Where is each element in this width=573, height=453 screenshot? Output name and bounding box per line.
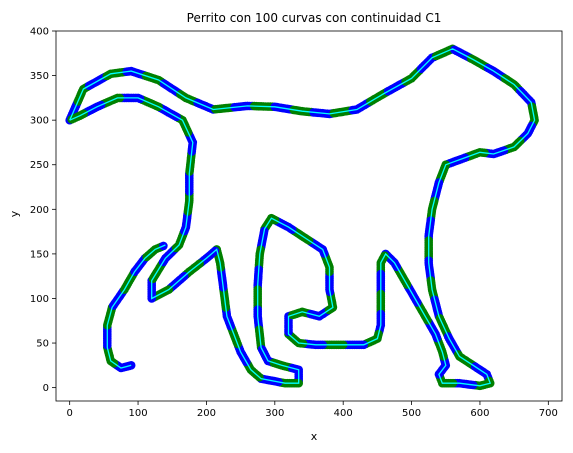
chart-title: Perrito con 100 curvas con continuidad C… bbox=[187, 11, 442, 25]
outline-series bbox=[65, 44, 539, 391]
plot-content bbox=[65, 44, 539, 391]
y-tick-label: 100 bbox=[30, 294, 49, 305]
y-tick-label: 300 bbox=[30, 116, 49, 127]
leg-series bbox=[103, 241, 168, 373]
y-tick-label: 200 bbox=[30, 205, 49, 216]
y-tick-label: 50 bbox=[36, 339, 49, 350]
y-axis-label: y bbox=[8, 210, 21, 217]
y-tick-label: 0 bbox=[43, 383, 49, 394]
y-tick-label: 400 bbox=[30, 27, 49, 38]
plot-frame bbox=[55, 30, 563, 402]
y-tick-label: 250 bbox=[30, 160, 49, 171]
x-tick-label: 400 bbox=[334, 408, 353, 419]
x-tick-label: 100 bbox=[129, 408, 148, 419]
y-axis: 0 50 100 150 200 250 300 350 400 bbox=[30, 27, 56, 394]
x-tick-label: 700 bbox=[539, 408, 558, 419]
x-tick-label: 200 bbox=[197, 408, 216, 419]
x-tick-label: 600 bbox=[470, 408, 489, 419]
y-tick-label: 150 bbox=[30, 249, 49, 260]
curve-line bbox=[69, 48, 536, 387]
x-axis-label: x bbox=[311, 430, 318, 443]
x-tick-label: 500 bbox=[402, 408, 421, 419]
y-tick-label: 350 bbox=[30, 71, 49, 82]
x-tick-label: 300 bbox=[265, 408, 284, 419]
curve-line bbox=[106, 244, 166, 369]
x-axis: 0 100 200 300 400 500 600 700 bbox=[66, 401, 558, 419]
x-tick-label: 0 bbox=[66, 408, 72, 419]
